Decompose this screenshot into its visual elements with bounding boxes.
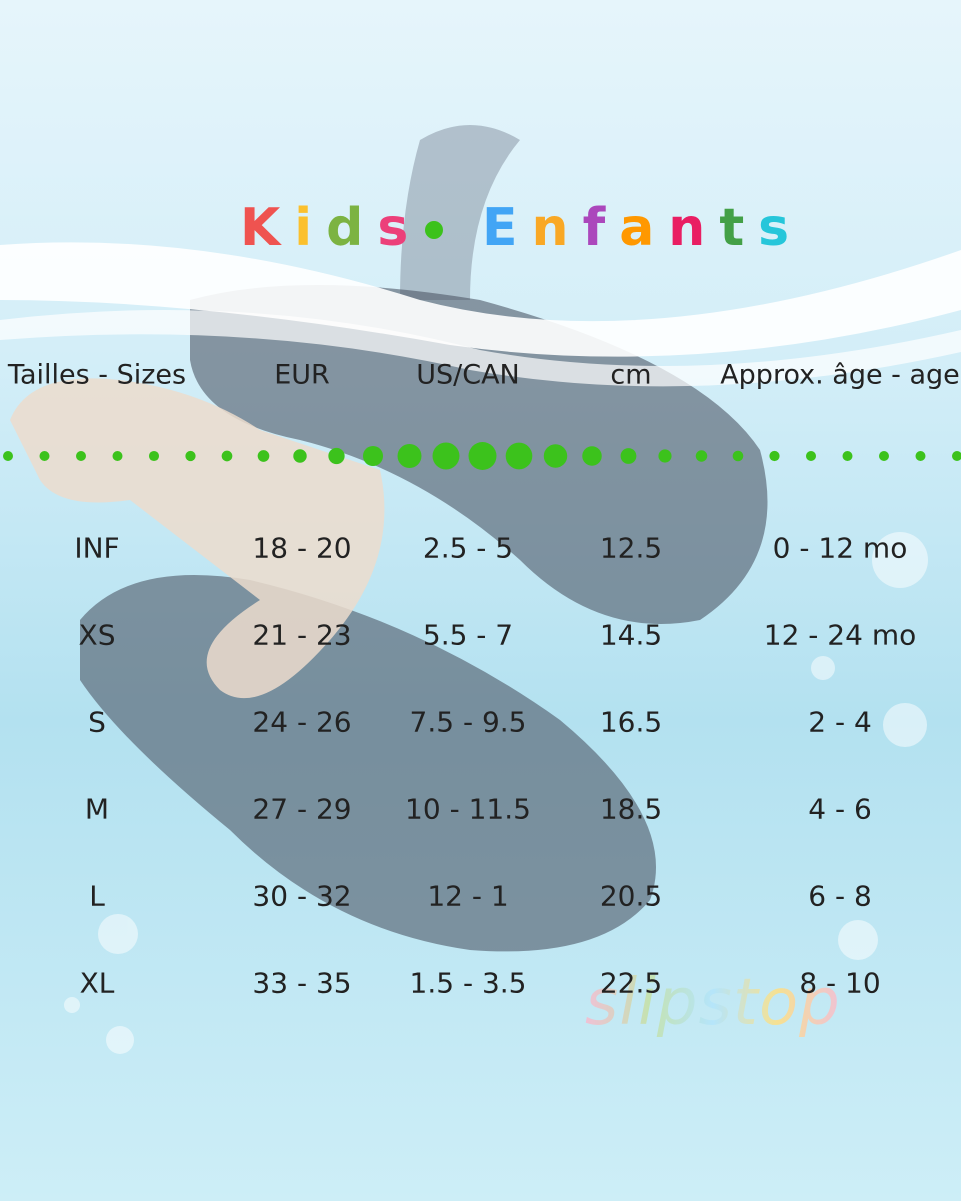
table-cell: 10 - 11.5 [405, 792, 531, 826]
table-cell: 18 - 20 [252, 531, 352, 565]
dot [543, 444, 568, 468]
dot [39, 450, 50, 462]
dot [148, 450, 160, 462]
header-cell: Tailles - Sizes [7, 359, 187, 391]
table-cell: 33 - 35 [252, 966, 352, 1000]
table-cell: L [89, 879, 105, 913]
table-cell: 30 - 32 [252, 879, 352, 913]
table-cell: 12 - 1 [427, 879, 509, 913]
dot [362, 445, 384, 467]
table-cell: 12.5 [599, 531, 663, 565]
table-cell: XL [79, 966, 115, 1000]
table-cell: M [84, 792, 110, 826]
dot [842, 450, 853, 462]
table-cell: 5.5 - 7 [422, 618, 514, 652]
table-cell: 16.5 [599, 705, 663, 739]
header-cell: cm [610, 359, 652, 391]
title-word: Enfants [482, 198, 804, 258]
dot [75, 450, 87, 462]
dot [468, 442, 497, 470]
dot [695, 450, 708, 462]
table-cell: 22.5 [599, 966, 663, 1000]
header-cell: EUR [274, 359, 330, 391]
dot [397, 444, 422, 468]
title-word: Kids [240, 198, 423, 258]
dot [2, 450, 14, 462]
table-cell: 2.5 - 5 [422, 531, 514, 565]
table-cell: 21 - 23 [252, 618, 352, 652]
dot [878, 450, 890, 462]
dot [915, 450, 926, 462]
dot [620, 448, 637, 464]
table-cell: 7.5 - 9.5 [409, 705, 527, 739]
dot [221, 450, 233, 462]
dot [257, 450, 270, 462]
table-cell: 6 - 8 [808, 879, 872, 913]
table-cell: 0 - 12 mo [772, 531, 908, 565]
table-cell: 20.5 [599, 879, 663, 913]
table-cell: 1.5 - 3.5 [409, 966, 527, 1000]
table-cell: 24 - 26 [252, 705, 352, 739]
table-cell: 18.5 [599, 792, 663, 826]
dot [328, 447, 345, 465]
dot [432, 442, 460, 470]
dot [769, 450, 780, 462]
logo: slipstop [585, 966, 841, 1040]
table-cell: 27 - 29 [252, 792, 352, 826]
table-cell: INF [74, 531, 120, 565]
table-cell: 14.5 [599, 618, 663, 652]
dot [185, 450, 196, 462]
table-cell: S [88, 705, 106, 739]
header-cell: Approx. âge - age [720, 359, 960, 391]
table-cell: 2 - 4 [808, 705, 872, 739]
dot [293, 449, 307, 463]
table-cell: 12 - 24 mo [763, 618, 917, 652]
dot [658, 449, 672, 463]
dot [732, 450, 744, 462]
dot [112, 450, 123, 462]
dot [505, 442, 533, 470]
table-cell: 8 - 10 [799, 966, 881, 1000]
dot [805, 450, 817, 462]
header-cell: US/CAN [416, 359, 520, 391]
dot [952, 451, 961, 461]
table-cell: XS [78, 618, 116, 652]
dot [582, 446, 602, 466]
table-cell: 4 - 6 [808, 792, 872, 826]
